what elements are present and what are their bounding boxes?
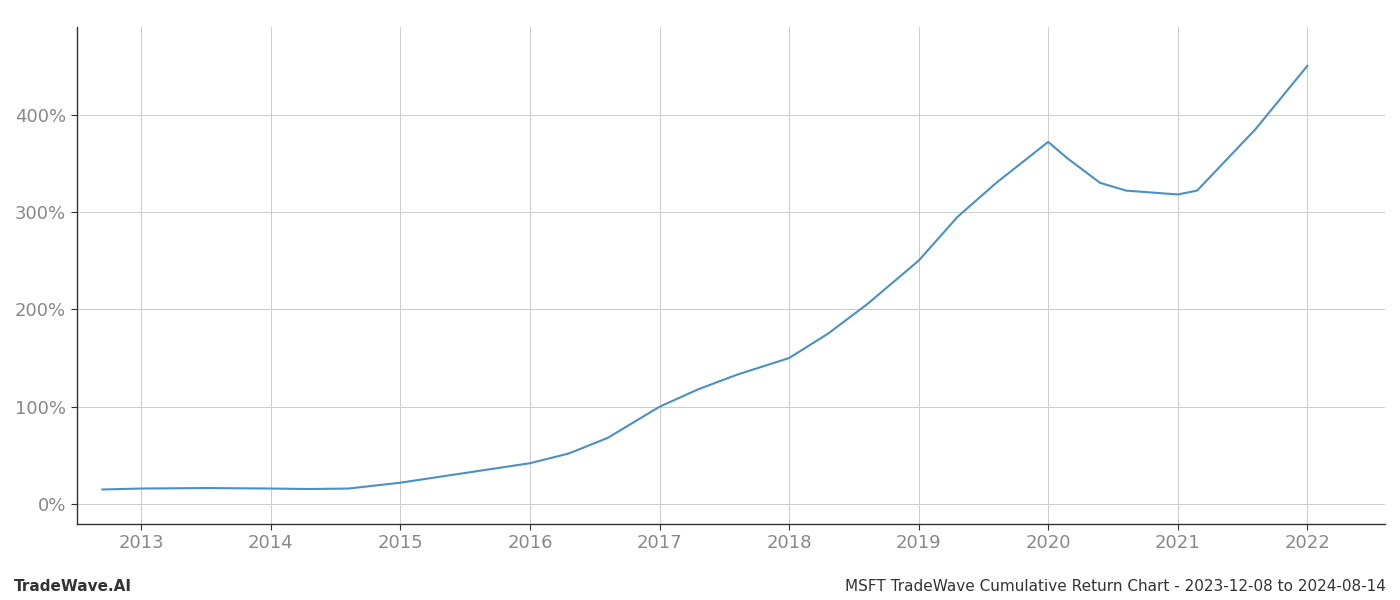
Text: MSFT TradeWave Cumulative Return Chart - 2023-12-08 to 2024-08-14: MSFT TradeWave Cumulative Return Chart -… bbox=[846, 579, 1386, 594]
Text: TradeWave.AI: TradeWave.AI bbox=[14, 579, 132, 594]
